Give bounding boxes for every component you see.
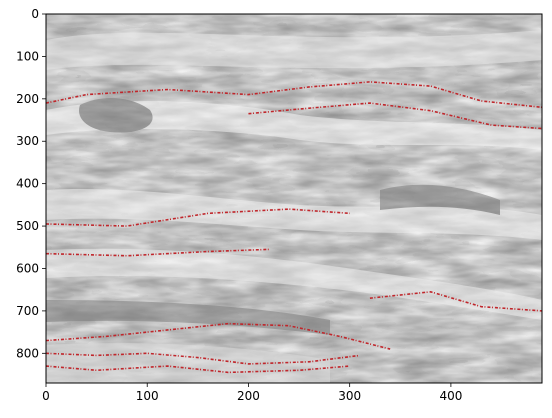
y-tick-label: 0	[31, 7, 39, 21]
x-tick-label: 100	[136, 389, 159, 403]
y-tick-label: 500	[16, 219, 39, 233]
red-overlay-curve-5	[369, 290, 542, 312]
x-tick-label: 200	[237, 389, 260, 403]
x-tick-label: 0	[42, 389, 50, 403]
red-overlay-curve-7	[46, 248, 269, 257]
y-tick-label: 200	[16, 92, 39, 106]
y-tick-label: 400	[16, 177, 39, 191]
y-tick-label: 100	[16, 49, 39, 63]
texture-bands	[46, 30, 542, 383]
x-tick-label: 300	[338, 389, 361, 403]
y-tick-label: 700	[16, 304, 39, 318]
red-overlay-curve-3	[46, 352, 360, 365]
red-overlay-curve-4	[46, 365, 350, 374]
red-overlay-curve-0	[46, 81, 542, 109]
axes-frame	[45, 13, 543, 384]
seismic-image	[46, 14, 542, 383]
red-overlay-curve-6	[46, 208, 350, 227]
y-tick-label: 800	[16, 346, 39, 360]
x-axis: 0 100 200 300 400	[42, 383, 462, 403]
x-tick-label: 400	[439, 389, 462, 403]
red-overlay-curve-1	[248, 102, 542, 130]
y-tick-label: 600	[16, 261, 39, 275]
y-tick-label: 300	[16, 134, 39, 148]
y-axis: 0 100 200 300 400 500 600 700 800	[16, 7, 46, 360]
red-overlay-curve-2	[46, 322, 391, 350]
red-overlay-picks	[46, 81, 542, 374]
